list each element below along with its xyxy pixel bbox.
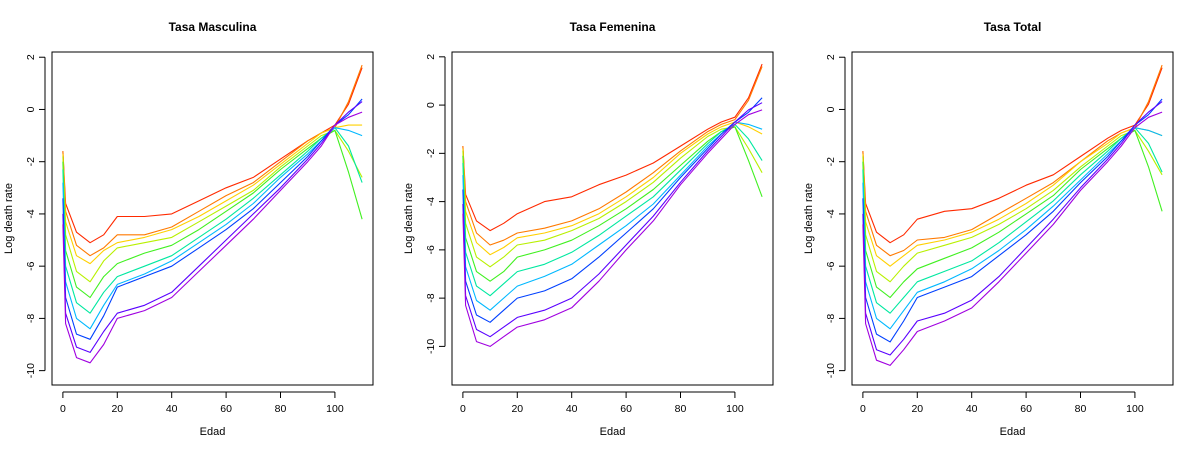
series-line-3 (862, 129, 1163, 283)
x-tick-label: 40 (166, 403, 178, 415)
series-line-7 (62, 98, 363, 340)
y-tick-label: -6 (425, 245, 437, 254)
y-tick-label: -4 (825, 209, 837, 218)
y-tick-label: 0 (825, 106, 837, 112)
series-group (462, 63, 763, 347)
y-tick-label: -10 (25, 363, 37, 378)
x-tick-label: 80 (275, 403, 287, 415)
panel-tasa-femenina: Tasa Femenina Edad Log death rate 0 20 40 6… (403, 20, 774, 438)
y-axis-label: Log death rate (403, 183, 415, 254)
y-tick-label: -8 (25, 314, 37, 323)
series-line-5 (62, 127, 363, 314)
series-line-6 (462, 121, 763, 311)
series-line-4 (862, 129, 1163, 299)
x-tick-label: 80 (1075, 403, 1087, 415)
y-tick-label: -2 (25, 157, 37, 166)
y-tick-label: -6 (825, 261, 837, 270)
x-axis-label: Edad (1000, 426, 1026, 438)
series-line-6 (862, 127, 1163, 330)
y-axis: -10 -8 -6 -4 -2 0 2 (25, 54, 46, 378)
y-tick-label: -4 (25, 209, 37, 218)
series-line-2 (862, 127, 1163, 267)
series-line-9 (462, 109, 763, 347)
series-line-4 (462, 126, 763, 282)
panel-title: Tasa Femenina (570, 20, 656, 34)
x-axis: 0 20 40 60 80 100 (860, 391, 1144, 415)
series-line-3 (462, 126, 763, 268)
series-line-5 (462, 123, 763, 297)
plot-frame (451, 51, 774, 386)
y-tick-label: -8 (425, 293, 437, 302)
x-tick-label: 0 (860, 403, 866, 415)
series-line-0 (462, 63, 763, 232)
series-line-5 (862, 127, 1163, 314)
series-group (862, 64, 1163, 366)
y-axis-label: Log death rate (3, 183, 15, 254)
series-line-1 (862, 64, 1163, 257)
y-axis-label: Log death rate (803, 183, 815, 254)
y-tick-label: -4 (425, 197, 437, 206)
y-tick-label: 2 (25, 54, 37, 60)
x-tick-label: 100 (1126, 403, 1144, 415)
series-line-7 (862, 98, 1163, 343)
series-line-1 (462, 66, 763, 246)
y-tick-label: 2 (425, 54, 437, 60)
series-line-9 (862, 111, 1163, 366)
x-axis: 0 20 40 60 80 100 (60, 391, 344, 415)
x-tick-label: 100 (726, 403, 744, 415)
series-group (62, 64, 363, 364)
x-tick-label: 20 (511, 403, 523, 415)
x-axis: 0 20 40 60 80 100 (460, 391, 744, 415)
series-line-1 (62, 64, 363, 257)
series-line-0 (62, 67, 363, 244)
x-axis-label: Edad (600, 426, 626, 438)
y-tick-label: -10 (825, 363, 837, 378)
x-tick-label: 60 (620, 403, 632, 415)
x-tick-label: 40 (966, 403, 978, 415)
series-line-3 (62, 129, 363, 283)
x-tick-label: 0 (60, 403, 66, 415)
series-line-2 (462, 121, 763, 256)
plot-frame (851, 51, 1174, 386)
y-axis: -10 -8 -6 -4 -2 0 2 (825, 54, 846, 378)
x-tick-label: 80 (675, 403, 687, 415)
series-line-9 (62, 111, 363, 364)
y-tick-label: -2 (825, 157, 837, 166)
x-tick-label: 60 (220, 403, 232, 415)
x-tick-label: 20 (111, 403, 123, 415)
y-tick-label: -10 (425, 339, 437, 354)
series-line-8 (62, 101, 363, 353)
x-axis-label: Edad (200, 426, 226, 438)
x-tick-label: 20 (911, 403, 923, 415)
panel-tasa-total: Tasa Total Edad Log death rate 0 20 40 60 80… (803, 20, 1174, 438)
y-tick-label: 0 (25, 106, 37, 112)
y-tick-label: -6 (25, 261, 37, 270)
series-line-8 (462, 102, 763, 338)
x-tick-label: 100 (326, 403, 344, 415)
y-tick-label: 0 (425, 102, 437, 108)
panel-tasa-masculina: Tasa Masculina Edad Log death rate 0 20 40… (3, 20, 374, 438)
plot-frame (51, 51, 374, 386)
series-line-7 (462, 97, 763, 323)
panel-title: Tasa Total (984, 20, 1042, 34)
y-tick-label: -2 (425, 149, 437, 158)
series-line-2 (62, 124, 363, 265)
panel-title: Tasa Masculina (169, 20, 257, 34)
series-line-8 (862, 101, 1163, 356)
y-tick-label: -8 (825, 314, 837, 323)
series-line-0 (862, 67, 1163, 244)
x-tick-label: 60 (1020, 403, 1032, 415)
y-tick-label: 2 (825, 54, 837, 60)
x-tick-label: 0 (460, 403, 466, 415)
y-axis: -10 -8 -6 -4 -2 0 2 (425, 54, 446, 354)
x-tick-label: 40 (566, 403, 578, 415)
